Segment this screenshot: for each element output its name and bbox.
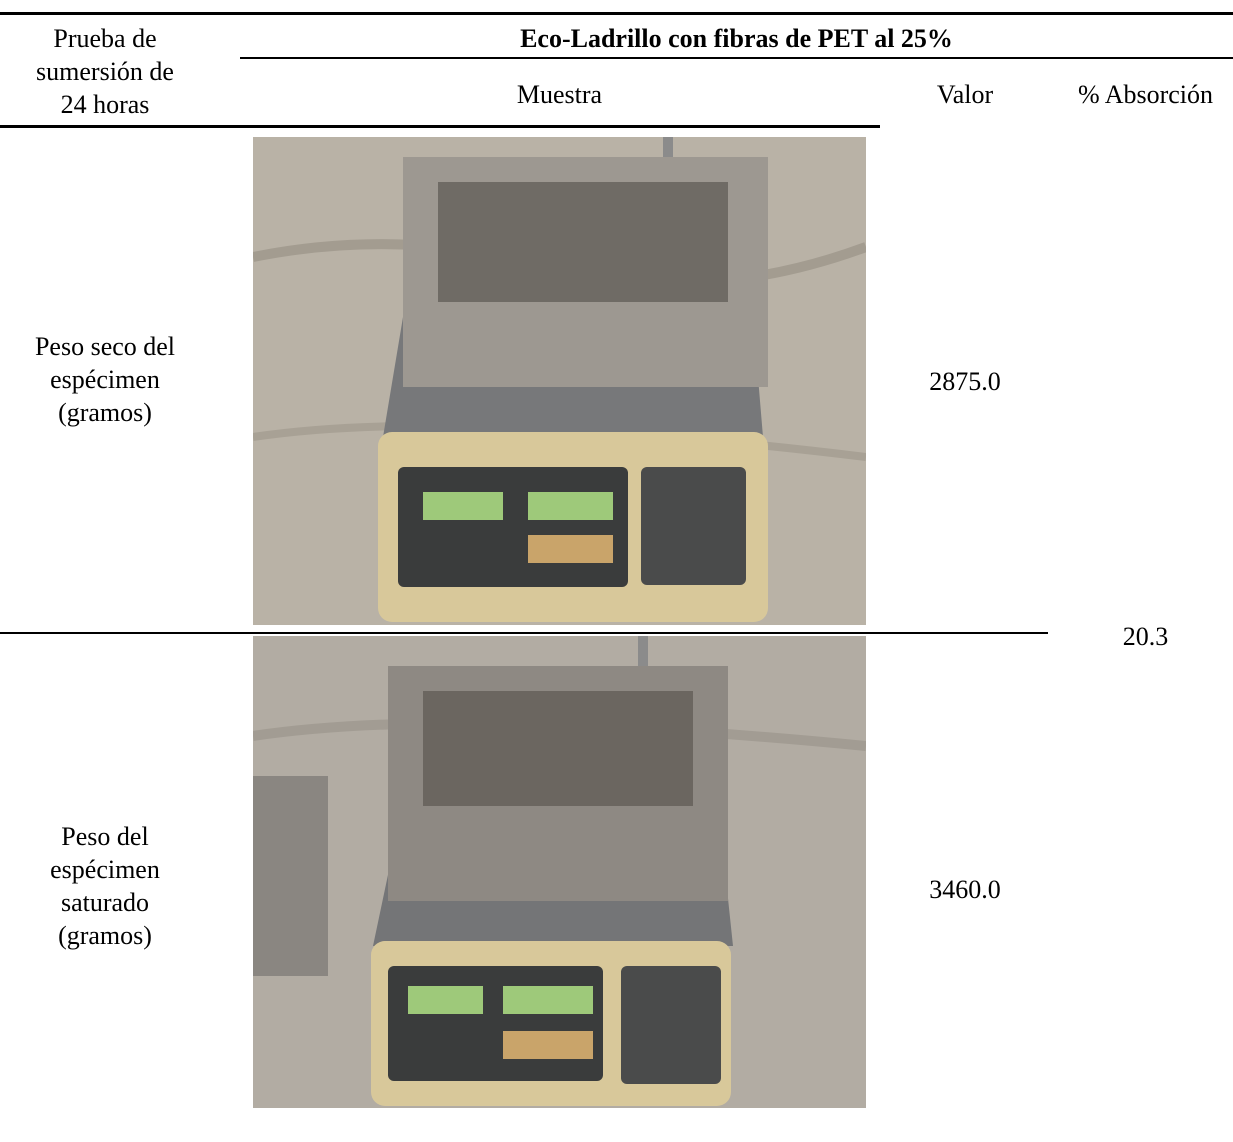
- column-header: Valor: [936, 80, 994, 109]
- row-label: Peso del espécimen saturado (gramos): [0, 820, 210, 952]
- sample-photo-saturated: [253, 636, 866, 1108]
- sample-photo-dry: [253, 137, 866, 625]
- row-value: 3460.0: [929, 875, 1001, 904]
- text-line: espécimen: [50, 365, 160, 394]
- header-rule: [0, 125, 880, 128]
- test-label: Prueba de sumersión de 24 horas: [0, 22, 210, 121]
- row-label: Peso seco del espécimen (gramos): [0, 330, 210, 429]
- text-line: 24 horas: [60, 90, 150, 119]
- text-line: Peso del: [61, 822, 149, 851]
- group-title: Eco-Ladrillo con fibras de PET al 25%: [520, 24, 953, 53]
- row-rule: [0, 632, 1048, 634]
- text-line: espécimen: [50, 855, 160, 884]
- text-line: Peso seco del: [34, 332, 176, 361]
- absorption-value: 20.3: [1122, 622, 1169, 651]
- column-header: % Absorción: [1077, 80, 1214, 109]
- row-value: 2875.0: [929, 367, 1001, 396]
- text-line: Prueba de: [53, 24, 157, 53]
- group-rule: [240, 57, 1233, 59]
- top-rule: [0, 12, 1233, 15]
- text-line: sumersión de: [36, 57, 174, 86]
- text-line: (gramos): [58, 921, 152, 950]
- column-header: Muestra: [516, 80, 603, 109]
- text-line: (gramos): [58, 398, 152, 427]
- text-line: saturado: [60, 888, 150, 917]
